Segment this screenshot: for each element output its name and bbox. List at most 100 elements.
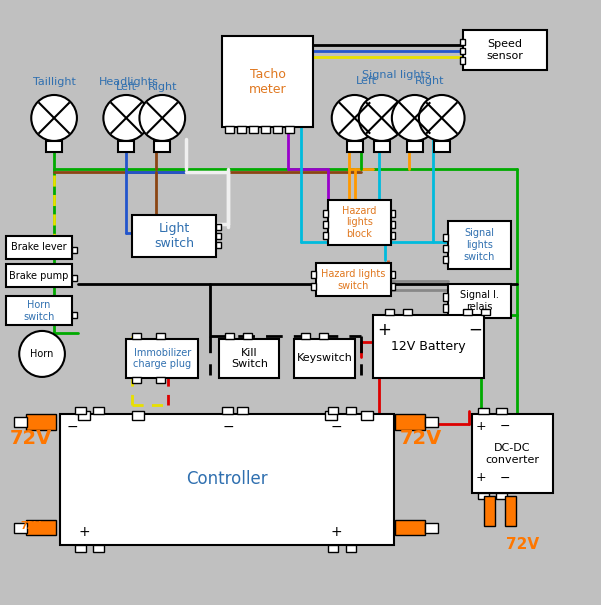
Bar — [14, 417, 27, 427]
Text: Left: Left — [116, 82, 136, 92]
Circle shape — [359, 95, 404, 141]
Bar — [72, 312, 77, 318]
Bar — [319, 333, 328, 339]
Bar — [328, 407, 338, 414]
Bar — [448, 284, 511, 318]
Text: Taillight: Taillight — [32, 76, 76, 87]
Bar — [225, 126, 234, 133]
Bar — [323, 210, 328, 217]
Bar — [463, 30, 547, 70]
Bar — [505, 496, 516, 526]
Bar — [216, 233, 221, 239]
Circle shape — [103, 95, 149, 141]
Bar — [395, 414, 425, 430]
Bar — [6, 296, 72, 325]
Text: 12V Battery: 12V Battery — [391, 340, 466, 353]
Bar — [346, 407, 356, 414]
Bar — [481, 309, 490, 315]
Bar — [460, 57, 465, 64]
Bar — [126, 339, 198, 378]
Text: Light
switch: Light switch — [154, 222, 194, 250]
Bar — [225, 333, 234, 339]
Text: Signal
lights
switch: Signal lights switch — [463, 229, 495, 261]
Text: Immobilizer
charge plug: Immobilizer charge plug — [133, 348, 191, 369]
Bar — [156, 377, 165, 383]
Bar — [443, 304, 448, 312]
Bar — [26, 520, 56, 535]
Bar — [395, 520, 425, 535]
Text: Signal lights: Signal lights — [362, 70, 431, 80]
Bar — [425, 417, 438, 427]
Text: 72V: 72V — [506, 537, 540, 552]
Bar — [403, 309, 412, 315]
Bar — [323, 232, 328, 239]
Bar — [93, 544, 104, 552]
Bar — [443, 293, 448, 301]
Bar — [478, 408, 489, 414]
Bar — [496, 408, 507, 414]
Bar — [219, 339, 279, 378]
Text: Brake pump: Brake pump — [10, 271, 69, 281]
Bar — [132, 377, 141, 383]
Bar — [448, 221, 511, 269]
Bar — [443, 256, 448, 263]
Bar — [391, 271, 395, 278]
Bar — [472, 414, 553, 493]
Bar — [60, 414, 394, 544]
Bar — [93, 407, 104, 414]
Bar — [132, 333, 141, 339]
Text: +: + — [475, 471, 486, 485]
Text: DC-DC
converter: DC-DC converter — [486, 443, 539, 465]
Text: Left: Left — [356, 76, 377, 86]
Bar — [391, 232, 395, 239]
Bar — [237, 407, 248, 414]
Bar — [460, 39, 465, 45]
Text: Signal l.
relais: Signal l. relais — [460, 290, 499, 312]
Bar — [118, 141, 134, 152]
Text: Right: Right — [415, 76, 445, 86]
Bar — [132, 411, 144, 420]
Circle shape — [19, 331, 65, 377]
Bar — [6, 264, 72, 287]
Bar — [407, 141, 423, 152]
Bar — [323, 221, 328, 228]
Bar — [434, 141, 450, 152]
Bar — [391, 210, 395, 217]
Bar — [222, 36, 313, 127]
Bar — [294, 339, 355, 378]
Bar — [75, 407, 86, 414]
Text: Hazard
lights
block: Hazard lights block — [342, 206, 376, 239]
Text: 72V: 72V — [400, 429, 442, 448]
Bar — [425, 523, 438, 533]
Text: −: − — [468, 321, 482, 339]
Text: +: + — [377, 321, 392, 339]
Bar — [216, 242, 221, 248]
Text: +: + — [78, 525, 90, 540]
Bar — [484, 496, 495, 526]
Text: Headlights: Headlights — [99, 76, 159, 87]
Text: −: − — [499, 420, 510, 433]
Bar — [72, 275, 77, 281]
Bar — [273, 126, 282, 133]
Text: +: + — [475, 420, 486, 433]
Text: Speed
sensor: Speed sensor — [486, 39, 523, 60]
Bar — [496, 493, 507, 499]
Text: −: − — [222, 419, 234, 434]
Bar — [391, 283, 395, 290]
Bar — [72, 247, 77, 253]
Bar — [222, 407, 233, 414]
Bar — [285, 126, 294, 133]
Text: −: − — [331, 419, 343, 434]
Text: Tacho
meter: Tacho meter — [249, 68, 286, 96]
Circle shape — [139, 95, 185, 141]
Circle shape — [332, 95, 377, 141]
Bar — [325, 411, 337, 420]
Text: Brake lever: Brake lever — [11, 243, 67, 252]
Text: Controller: Controller — [186, 471, 267, 488]
Text: 72V: 72V — [21, 522, 41, 531]
Bar — [75, 544, 86, 552]
Bar — [478, 493, 489, 499]
Bar — [361, 411, 373, 420]
Bar — [316, 263, 391, 296]
Bar — [216, 224, 221, 230]
